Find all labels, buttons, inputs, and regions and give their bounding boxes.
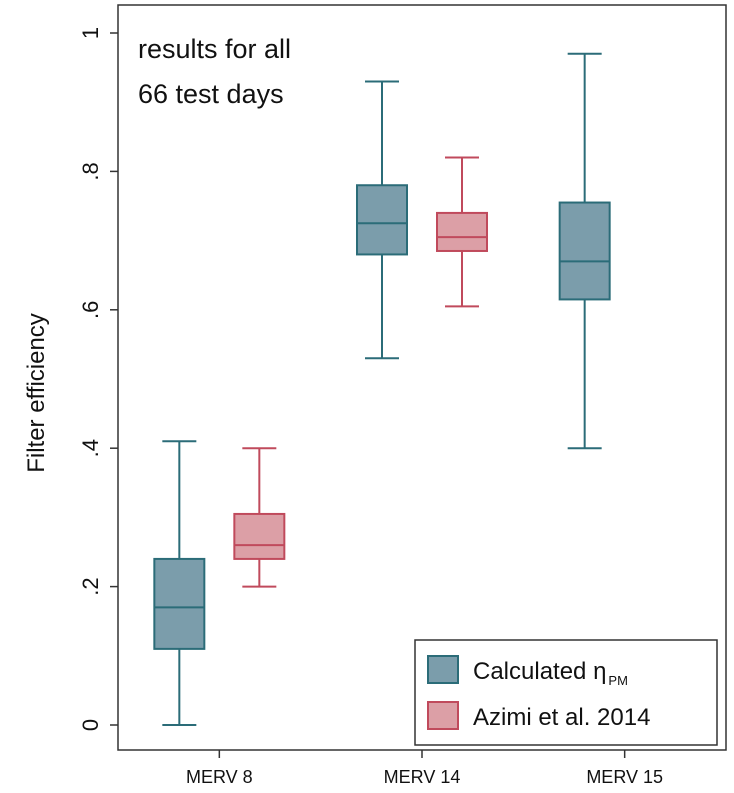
y-tick-label-3: .6	[78, 301, 103, 319]
legend-frame	[414, 639, 718, 746]
x-tick-label-0: MERV 8	[186, 767, 253, 787]
box-s0-c2	[558, 52, 611, 450]
iqr-box-s1-c1	[436, 211, 488, 252]
iqr-box-s1-c0	[233, 512, 286, 560]
box-s1-c1	[436, 156, 488, 308]
annotation-line-1: results for all	[138, 34, 291, 64]
legend-swatch-calculated	[427, 655, 459, 684]
legend-label-calculated: Calculated η PM	[473, 658, 628, 688]
y-tick-label-2: .4	[78, 439, 103, 457]
x-axis: MERV 8 MERV 14 MERV 15	[186, 750, 663, 787]
box-groups	[153, 52, 611, 726]
x-tick-label-2: MERV 15	[586, 767, 663, 787]
iqr-box-s0-c2	[558, 201, 611, 301]
y-tick-label-5: 1	[78, 27, 103, 39]
iqr-box-s0-c0	[153, 557, 206, 650]
legend: Calculated η PM Azimi et al. 2014	[414, 639, 718, 746]
box-s1-c0	[233, 447, 286, 588]
legend-label-azimi: Azimi et al. 2014	[473, 704, 650, 731]
y-tick-label-1: .2	[78, 577, 103, 595]
iqr-box-s0-c1	[356, 184, 408, 256]
y-tick-label-0: 0	[78, 719, 103, 731]
y-axis-title: Filter efficiency	[23, 313, 50, 473]
box-s0-c0	[153, 440, 206, 726]
y-axis: 0 .2 .4 .6 .8 1	[78, 27, 118, 731]
annotation-line-2: 66 test days	[138, 79, 284, 109]
x-tick-label-1: MERV 14	[384, 767, 461, 787]
box-s0-c1	[356, 80, 408, 360]
y-tick-label-4: .8	[78, 162, 103, 180]
legend-label-calculated-subscript: PM	[608, 673, 628, 688]
legend-swatch-azimi	[427, 701, 459, 730]
plot-area	[117, 4, 727, 751]
legend-label-calculated-main: Calculated η	[473, 658, 606, 685]
